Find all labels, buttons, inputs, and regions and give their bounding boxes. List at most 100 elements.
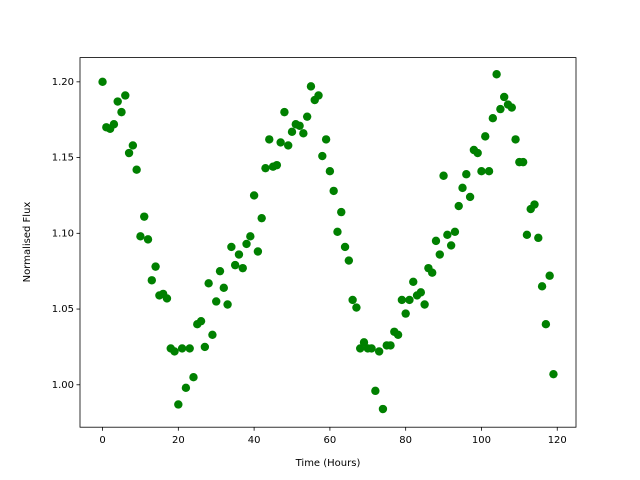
point: [511, 135, 520, 144]
point: [314, 91, 323, 100]
x-tick-label: 100: [472, 435, 491, 446]
x-tick-label: 0: [99, 435, 105, 446]
point: [534, 233, 543, 243]
point: [549, 369, 558, 379]
point: [200, 342, 210, 352]
point: [507, 103, 516, 112]
point: [333, 227, 342, 236]
point: [230, 260, 240, 270]
point: [276, 138, 285, 147]
point: [215, 266, 225, 276]
point: [147, 276, 157, 285]
point: [272, 160, 282, 170]
x-tick-label: 80: [399, 435, 412, 446]
point: [280, 107, 289, 117]
point: [359, 338, 369, 347]
point: [284, 141, 293, 150]
point: [151, 262, 160, 271]
x-axis-label: Time (Hours): [295, 458, 361, 469]
point: [299, 129, 308, 138]
point: [128, 141, 138, 150]
point: [212, 297, 221, 306]
point: [234, 250, 244, 259]
y-tick-label: 1.05: [52, 304, 74, 315]
point: [132, 165, 141, 174]
point: [397, 295, 407, 305]
point: [242, 239, 251, 249]
point: [162, 294, 172, 303]
y-tick-label: 1.10: [52, 228, 74, 239]
point: [473, 148, 482, 158]
point: [189, 373, 198, 382]
point: [295, 121, 304, 130]
point: [405, 295, 414, 305]
point: [329, 186, 338, 196]
point: [458, 183, 467, 193]
point: [431, 236, 441, 246]
point: [196, 316, 206, 326]
point: [374, 347, 384, 356]
point: [249, 191, 259, 200]
point: [386, 341, 395, 350]
x-tick-label: 60: [324, 435, 337, 446]
point: [344, 256, 354, 265]
x-tick-label: 40: [248, 435, 261, 446]
point: [253, 247, 263, 256]
point: [321, 135, 331, 144]
point: [428, 268, 437, 277]
point: [223, 300, 232, 309]
point: [518, 157, 528, 167]
point: [492, 70, 501, 79]
point: [261, 163, 270, 173]
point: [477, 167, 486, 176]
point: [530, 200, 539, 209]
point: [208, 330, 217, 339]
point: [522, 230, 532, 240]
point: [371, 386, 380, 396]
point: [420, 300, 429, 309]
point: [302, 112, 312, 121]
point: [481, 132, 490, 141]
y-axis-label: Normalised Flux: [22, 202, 33, 283]
y-tick-label: 1.20: [52, 77, 74, 88]
y-tick-label: 1.00: [52, 380, 74, 391]
point: [174, 400, 183, 409]
point: [185, 344, 194, 353]
x-tick-label: 120: [548, 435, 567, 446]
point: [401, 309, 410, 318]
point: [257, 213, 266, 223]
point: [265, 135, 274, 144]
point: [416, 288, 426, 297]
point: [340, 242, 350, 252]
point: [306, 82, 316, 91]
point: [246, 232, 255, 241]
point: [348, 295, 357, 305]
point: [545, 271, 554, 280]
y-tick-label: 1.15: [52, 153, 74, 164]
point: [378, 404, 388, 414]
point: [537, 282, 547, 291]
point: [113, 97, 122, 106]
point: [238, 263, 247, 273]
point: [117, 107, 126, 117]
point: [219, 283, 228, 293]
point: [435, 250, 444, 259]
point: [484, 167, 494, 176]
point: [318, 151, 327, 161]
point: [496, 104, 505, 114]
point: [109, 120, 119, 129]
point: [541, 319, 551, 329]
point: [356, 344, 365, 353]
point: [140, 212, 149, 221]
point: [204, 279, 213, 288]
point: [409, 277, 418, 286]
point: [439, 171, 448, 180]
point: [143, 235, 153, 244]
point: [287, 127, 297, 137]
point: [227, 242, 236, 252]
point: [121, 91, 130, 100]
point: [443, 230, 452, 240]
point: [177, 344, 187, 353]
